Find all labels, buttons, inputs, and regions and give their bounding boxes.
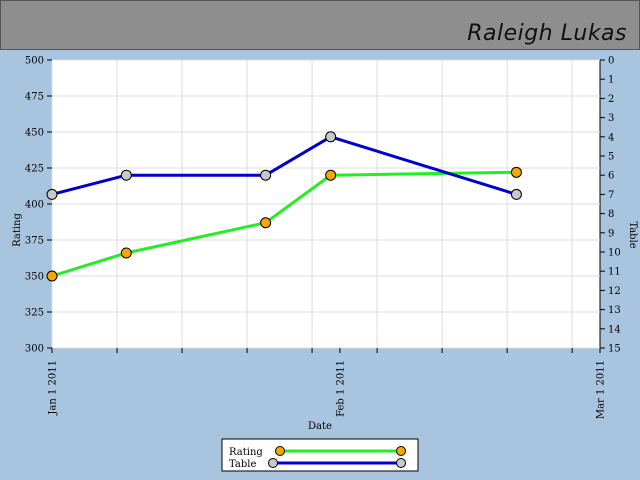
left-axis: 300 325 350 375 400 425 450 475 500 xyxy=(25,56,52,355)
right-axis-tick-label: 3 xyxy=(608,113,614,124)
legend-label-table: Table xyxy=(229,459,256,470)
legend-label-rating: Rating xyxy=(229,447,263,458)
left-axis-tick-label: 400 xyxy=(25,200,44,211)
x-axis-tick-label: Mar 1 2011 xyxy=(596,360,607,419)
right-axis-tick-label: 11 xyxy=(608,267,621,278)
y-axis-title-left: Rating xyxy=(12,213,23,247)
right-axis-tick-label: 7 xyxy=(608,190,614,201)
right-axis-tick-label: 6 xyxy=(608,171,614,182)
right-axis-tick-label: 4 xyxy=(608,132,614,143)
series-point-table xyxy=(120,169,132,181)
left-axis-tick-label: 475 xyxy=(25,92,44,103)
x-axis-tick-label: Jan 1 2011 xyxy=(48,360,59,416)
legend-marker-rating xyxy=(396,446,406,456)
legend-box xyxy=(221,438,419,472)
series-point-rating xyxy=(510,166,522,178)
left-axis-tick-label: 300 xyxy=(25,344,44,355)
x-axis-tick-label: Feb 1 2011 xyxy=(335,360,346,417)
right-axis-tick-label: 1 xyxy=(608,75,614,86)
right-axis-tick-label: 2 xyxy=(608,94,614,105)
series-point-table xyxy=(510,188,522,200)
right-axis-tick-label: 5 xyxy=(608,152,614,163)
right-axis-tick-label: 10 xyxy=(608,248,621,259)
legend-marker-rating xyxy=(275,446,285,456)
left-axis-tick-label: 375 xyxy=(25,236,44,247)
series-point-table xyxy=(260,169,272,181)
series-point-rating xyxy=(260,217,272,229)
right-axis-tick-label: 12 xyxy=(608,286,621,297)
header-bar: Raleigh Lukas xyxy=(0,0,640,50)
x-axis-title: Date xyxy=(308,421,332,432)
left-axis-tick-label: 450 xyxy=(25,128,44,139)
right-axis-tick-label: 0 xyxy=(608,56,614,67)
series-point-rating xyxy=(46,270,58,282)
right-axis-tick-label: 14 xyxy=(608,324,621,335)
x-axis: Jan 1 2011 Feb 1 2011 Mar 1 2011 xyxy=(48,348,607,419)
left-axis-tick-label: 500 xyxy=(25,56,44,67)
series-point-table xyxy=(46,188,58,200)
series-point-rating xyxy=(325,169,337,181)
legend-marker-table xyxy=(396,458,406,468)
player-name: Raleigh Lukas xyxy=(467,21,627,46)
left-axis-tick-label: 325 xyxy=(25,308,44,319)
y-axis-title-right: Table xyxy=(627,221,638,248)
series-point-table xyxy=(325,131,337,143)
right-axis-tick-label: 13 xyxy=(608,305,621,316)
left-axis-tick-label: 425 xyxy=(25,164,44,175)
right-axis-tick-label: 9 xyxy=(608,228,614,239)
series-point-rating xyxy=(120,247,132,259)
series-layer xyxy=(46,131,522,282)
grid-lines xyxy=(51,59,600,349)
right-axis-tick-label: 8 xyxy=(608,209,614,220)
left-axis-tick-label: 350 xyxy=(25,272,44,283)
legend-marker-table xyxy=(268,458,278,468)
right-axis-tick-label: 15 xyxy=(608,344,621,355)
